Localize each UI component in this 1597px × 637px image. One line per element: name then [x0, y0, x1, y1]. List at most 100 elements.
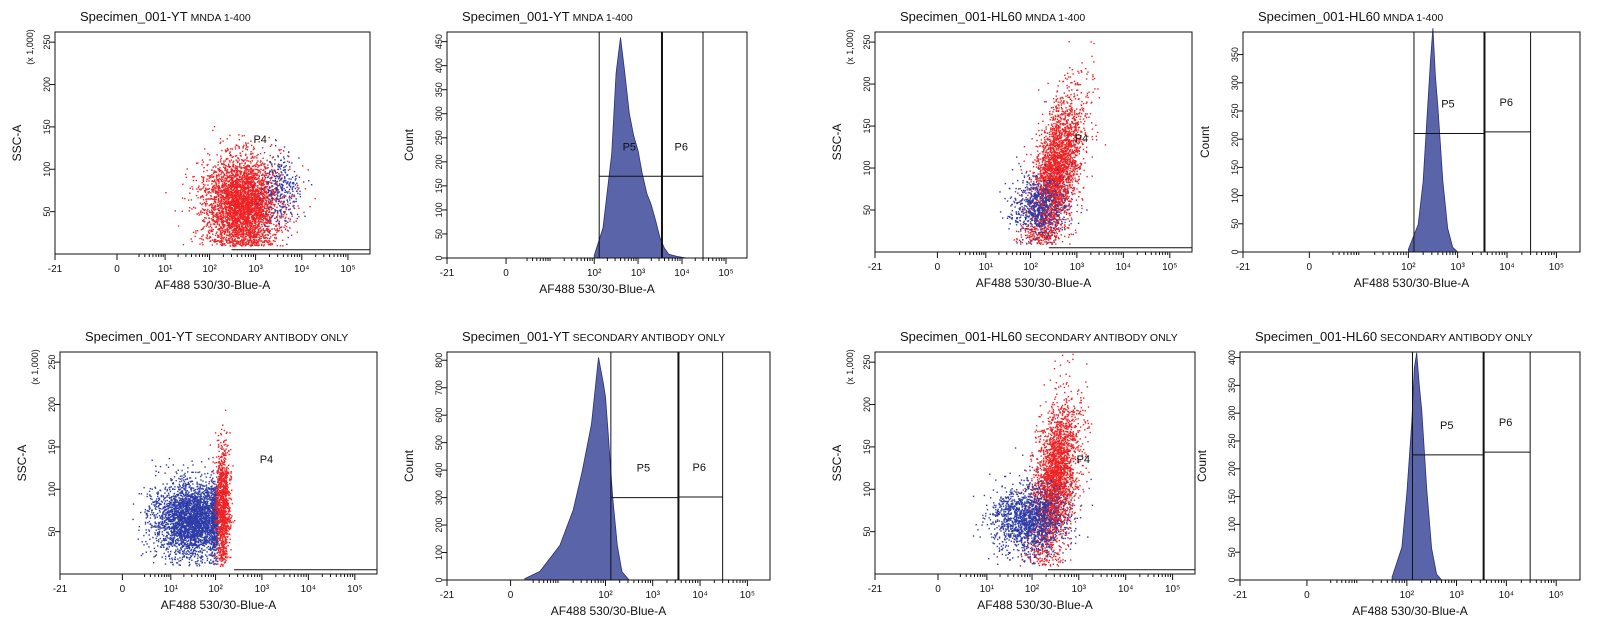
scatter-point	[261, 201, 263, 203]
y-tick-label: 450	[434, 34, 444, 49]
scatter-point	[1076, 170, 1078, 173]
scatter-point	[263, 179, 265, 182]
scatter-point	[209, 235, 211, 238]
scatter-point	[257, 166, 259, 168]
scatter-point	[248, 210, 250, 212]
scatter-point	[249, 222, 251, 224]
scatter-point	[275, 172, 277, 175]
scatter-point	[244, 191, 246, 193]
scatter-point	[255, 188, 257, 190]
scatter-point	[262, 228, 265, 230]
scatter-point	[231, 181, 234, 183]
scatter-point	[1041, 151, 1043, 153]
scatter-point	[260, 240, 263, 242]
scatter-point	[247, 212, 249, 214]
scatter-point	[231, 171, 233, 174]
scatter-point	[1052, 168, 1054, 171]
scatter-point	[202, 227, 204, 229]
scatter-point	[249, 219, 251, 222]
scatter-point	[286, 229, 289, 232]
scatter-point	[236, 191, 238, 193]
scatter-point	[208, 154, 211, 156]
scatter-point	[283, 169, 286, 171]
scatter-point	[260, 237, 262, 240]
scatter-point	[234, 186, 237, 189]
scatter-point	[255, 173, 257, 176]
scatter-point	[259, 227, 262, 229]
scatter-point	[1084, 120, 1086, 123]
scatter-point	[211, 183, 213, 185]
scatter-point	[257, 233, 259, 236]
scatter-point	[237, 179, 239, 181]
scatter-point	[239, 221, 241, 223]
scatter-point	[221, 235, 223, 238]
scatter-point	[252, 179, 254, 181]
scatter-point	[266, 191, 268, 194]
scatter-point	[264, 197, 266, 199]
scatter-point	[231, 148, 233, 150]
scatter-point	[244, 171, 246, 173]
scatter-point	[224, 184, 226, 187]
scatter-point	[237, 226, 239, 228]
scatter-point	[276, 181, 278, 183]
scatter-point	[235, 144, 238, 146]
scatter-point	[236, 201, 238, 203]
scatter-point	[242, 244, 244, 246]
scatter-point	[225, 182, 228, 185]
scatter-point	[251, 240, 253, 242]
scatter-point	[244, 176, 246, 179]
scatter-point	[217, 187, 219, 189]
scatter-point	[240, 222, 242, 224]
scatter-point	[1092, 78, 1094, 81]
scatter-point	[1052, 164, 1054, 167]
scatter-point	[275, 197, 278, 199]
scatter-point	[219, 228, 221, 230]
scatter-point	[252, 165, 254, 167]
scatter-point	[246, 223, 248, 225]
scatter-point	[254, 190, 256, 192]
scatter-point	[1036, 175, 1038, 177]
scatter-point	[252, 190, 255, 192]
scatter-point	[254, 201, 256, 203]
scatter-point	[269, 230, 271, 232]
scatter-point	[298, 216, 300, 218]
scatter-point	[226, 203, 228, 205]
scatter-point	[250, 212, 252, 214]
scatter-point	[229, 211, 232, 213]
scatter-point	[1053, 101, 1055, 103]
scatter-point	[289, 186, 292, 188]
scatter-point	[262, 213, 264, 215]
scatter-point	[213, 170, 215, 172]
scatter-point	[227, 214, 229, 216]
scatter-point	[242, 240, 245, 242]
scatter-point	[1045, 135, 1047, 138]
scatter-point	[260, 163, 262, 165]
scatter-point	[212, 228, 214, 231]
scatter-point	[1080, 162, 1083, 165]
scatter-point	[251, 244, 254, 246]
scatter-point	[238, 180, 240, 182]
scatter-point	[1055, 115, 1057, 118]
scatter-point	[1080, 92, 1082, 94]
scatter-point	[244, 198, 246, 200]
scatter-point	[251, 190, 253, 192]
scatter-point	[271, 212, 273, 214]
scatter-point	[252, 242, 255, 245]
scatter-point	[286, 174, 288, 177]
scatter-point	[234, 207, 237, 209]
scatter-point	[245, 188, 247, 191]
scatter-point	[265, 183, 268, 185]
scatter-point	[258, 174, 260, 176]
scatter-point	[217, 218, 220, 220]
scatter-point	[232, 186, 234, 188]
scatter-point	[1086, 92, 1089, 95]
scatter-point	[259, 235, 261, 237]
scatter-point	[241, 177, 243, 179]
scatter-point	[286, 182, 288, 184]
scatter-point	[220, 218, 222, 221]
scatter-point	[256, 212, 258, 214]
scatter-point	[259, 205, 261, 208]
scatter-point	[239, 190, 242, 193]
scatter-point	[198, 212, 200, 214]
chart-title: Specimen_001-YT MNDA 1-400	[462, 10, 867, 25]
